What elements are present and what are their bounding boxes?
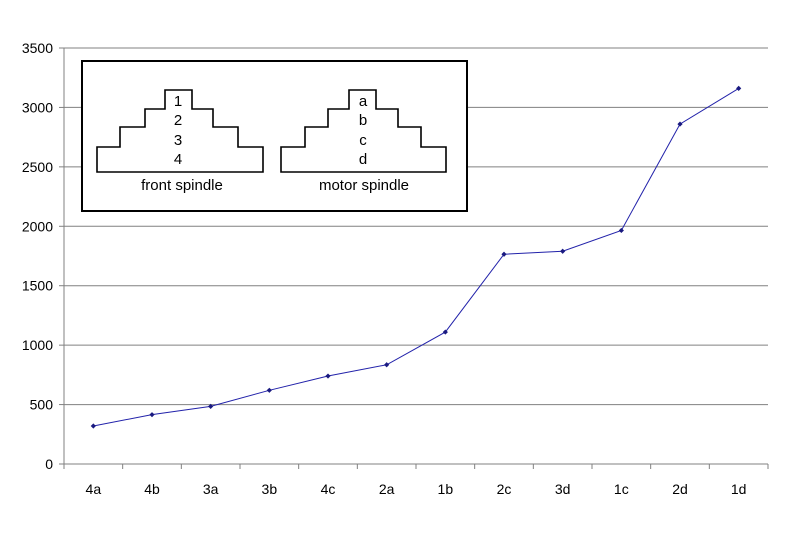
x-tick-label-3b: 3b <box>262 481 278 497</box>
x-tick-label-4a: 4a <box>86 481 102 497</box>
x-tick-label-2d: 2d <box>672 481 688 497</box>
data-point-2a <box>384 362 390 368</box>
x-tick-label-2a: 2a <box>379 481 395 497</box>
data-point-1d <box>736 85 742 92</box>
data-point-3b <box>266 387 272 393</box>
data-point-3a <box>208 403 214 409</box>
motor-spindle-step-c: c <box>359 132 367 149</box>
data-point-2d <box>677 121 683 127</box>
data-point-4c <box>325 373 331 379</box>
series-line <box>93 87 739 427</box>
series-polyline <box>93 87 739 427</box>
data-point-1c <box>618 227 624 234</box>
x-tick-label-4c: 4c <box>321 481 336 497</box>
y-tick-label-2500: 2500 <box>22 159 53 175</box>
y-tick-label-3500: 3500 <box>22 40 53 56</box>
x-tick-label-3a: 3a <box>203 481 219 497</box>
x-tick-label-1d: 1d <box>731 481 747 497</box>
front-spindle-step-2: 2 <box>174 112 182 129</box>
front-spindle-label: front spindle <box>141 177 223 194</box>
motor-spindle-label: motor spindle <box>319 177 409 194</box>
x-tick-label-1c: 1c <box>614 481 629 497</box>
data-point-2c <box>501 251 507 257</box>
data-point-4a <box>90 423 96 429</box>
motor-spindle-diagram <box>280 89 447 173</box>
y-tick-label-0: 0 <box>45 456 53 472</box>
spindle-inset: 1 2 3 4 front spindle a b c d motor spin… <box>81 60 468 212</box>
motor-spindle-step-a: a <box>359 93 368 110</box>
data-point-4b <box>149 412 155 418</box>
data-point-1b <box>442 329 448 335</box>
motor-spindle-step-b: b <box>359 112 367 129</box>
motor-spindle-step-d: d <box>359 151 367 168</box>
front-spindle-step-3: 3 <box>174 132 182 149</box>
y-axis-ticks: 0 500 1000 1500 2000 2500 3000 3500 <box>22 40 64 472</box>
x-tick-label-2c: 2c <box>497 481 512 497</box>
data-point-3d <box>560 248 566 254</box>
x-tick-label-4b: 4b <box>144 481 160 497</box>
y-tick-label-500: 500 <box>30 397 54 413</box>
x-tick-label-1b: 1b <box>438 481 454 497</box>
series-markers <box>90 85 742 429</box>
x-tick-label-3d: 3d <box>555 481 571 497</box>
front-spindle-diagram <box>96 89 264 173</box>
y-tick-label-1000: 1000 <box>22 337 53 353</box>
y-tick-label-2000: 2000 <box>22 218 53 234</box>
inset-frame <box>81 60 468 212</box>
front-spindle-step-1: 1 <box>174 93 182 110</box>
y-tick-label-3000: 3000 <box>22 99 53 115</box>
y-tick-label-1500: 1500 <box>22 278 53 294</box>
front-spindle-step-4: 4 <box>174 151 182 168</box>
x-axis-ticks: 4a 4b 3a 3b 4c 2a 1b 2c 3d 1c 2d 1d <box>63 464 769 497</box>
